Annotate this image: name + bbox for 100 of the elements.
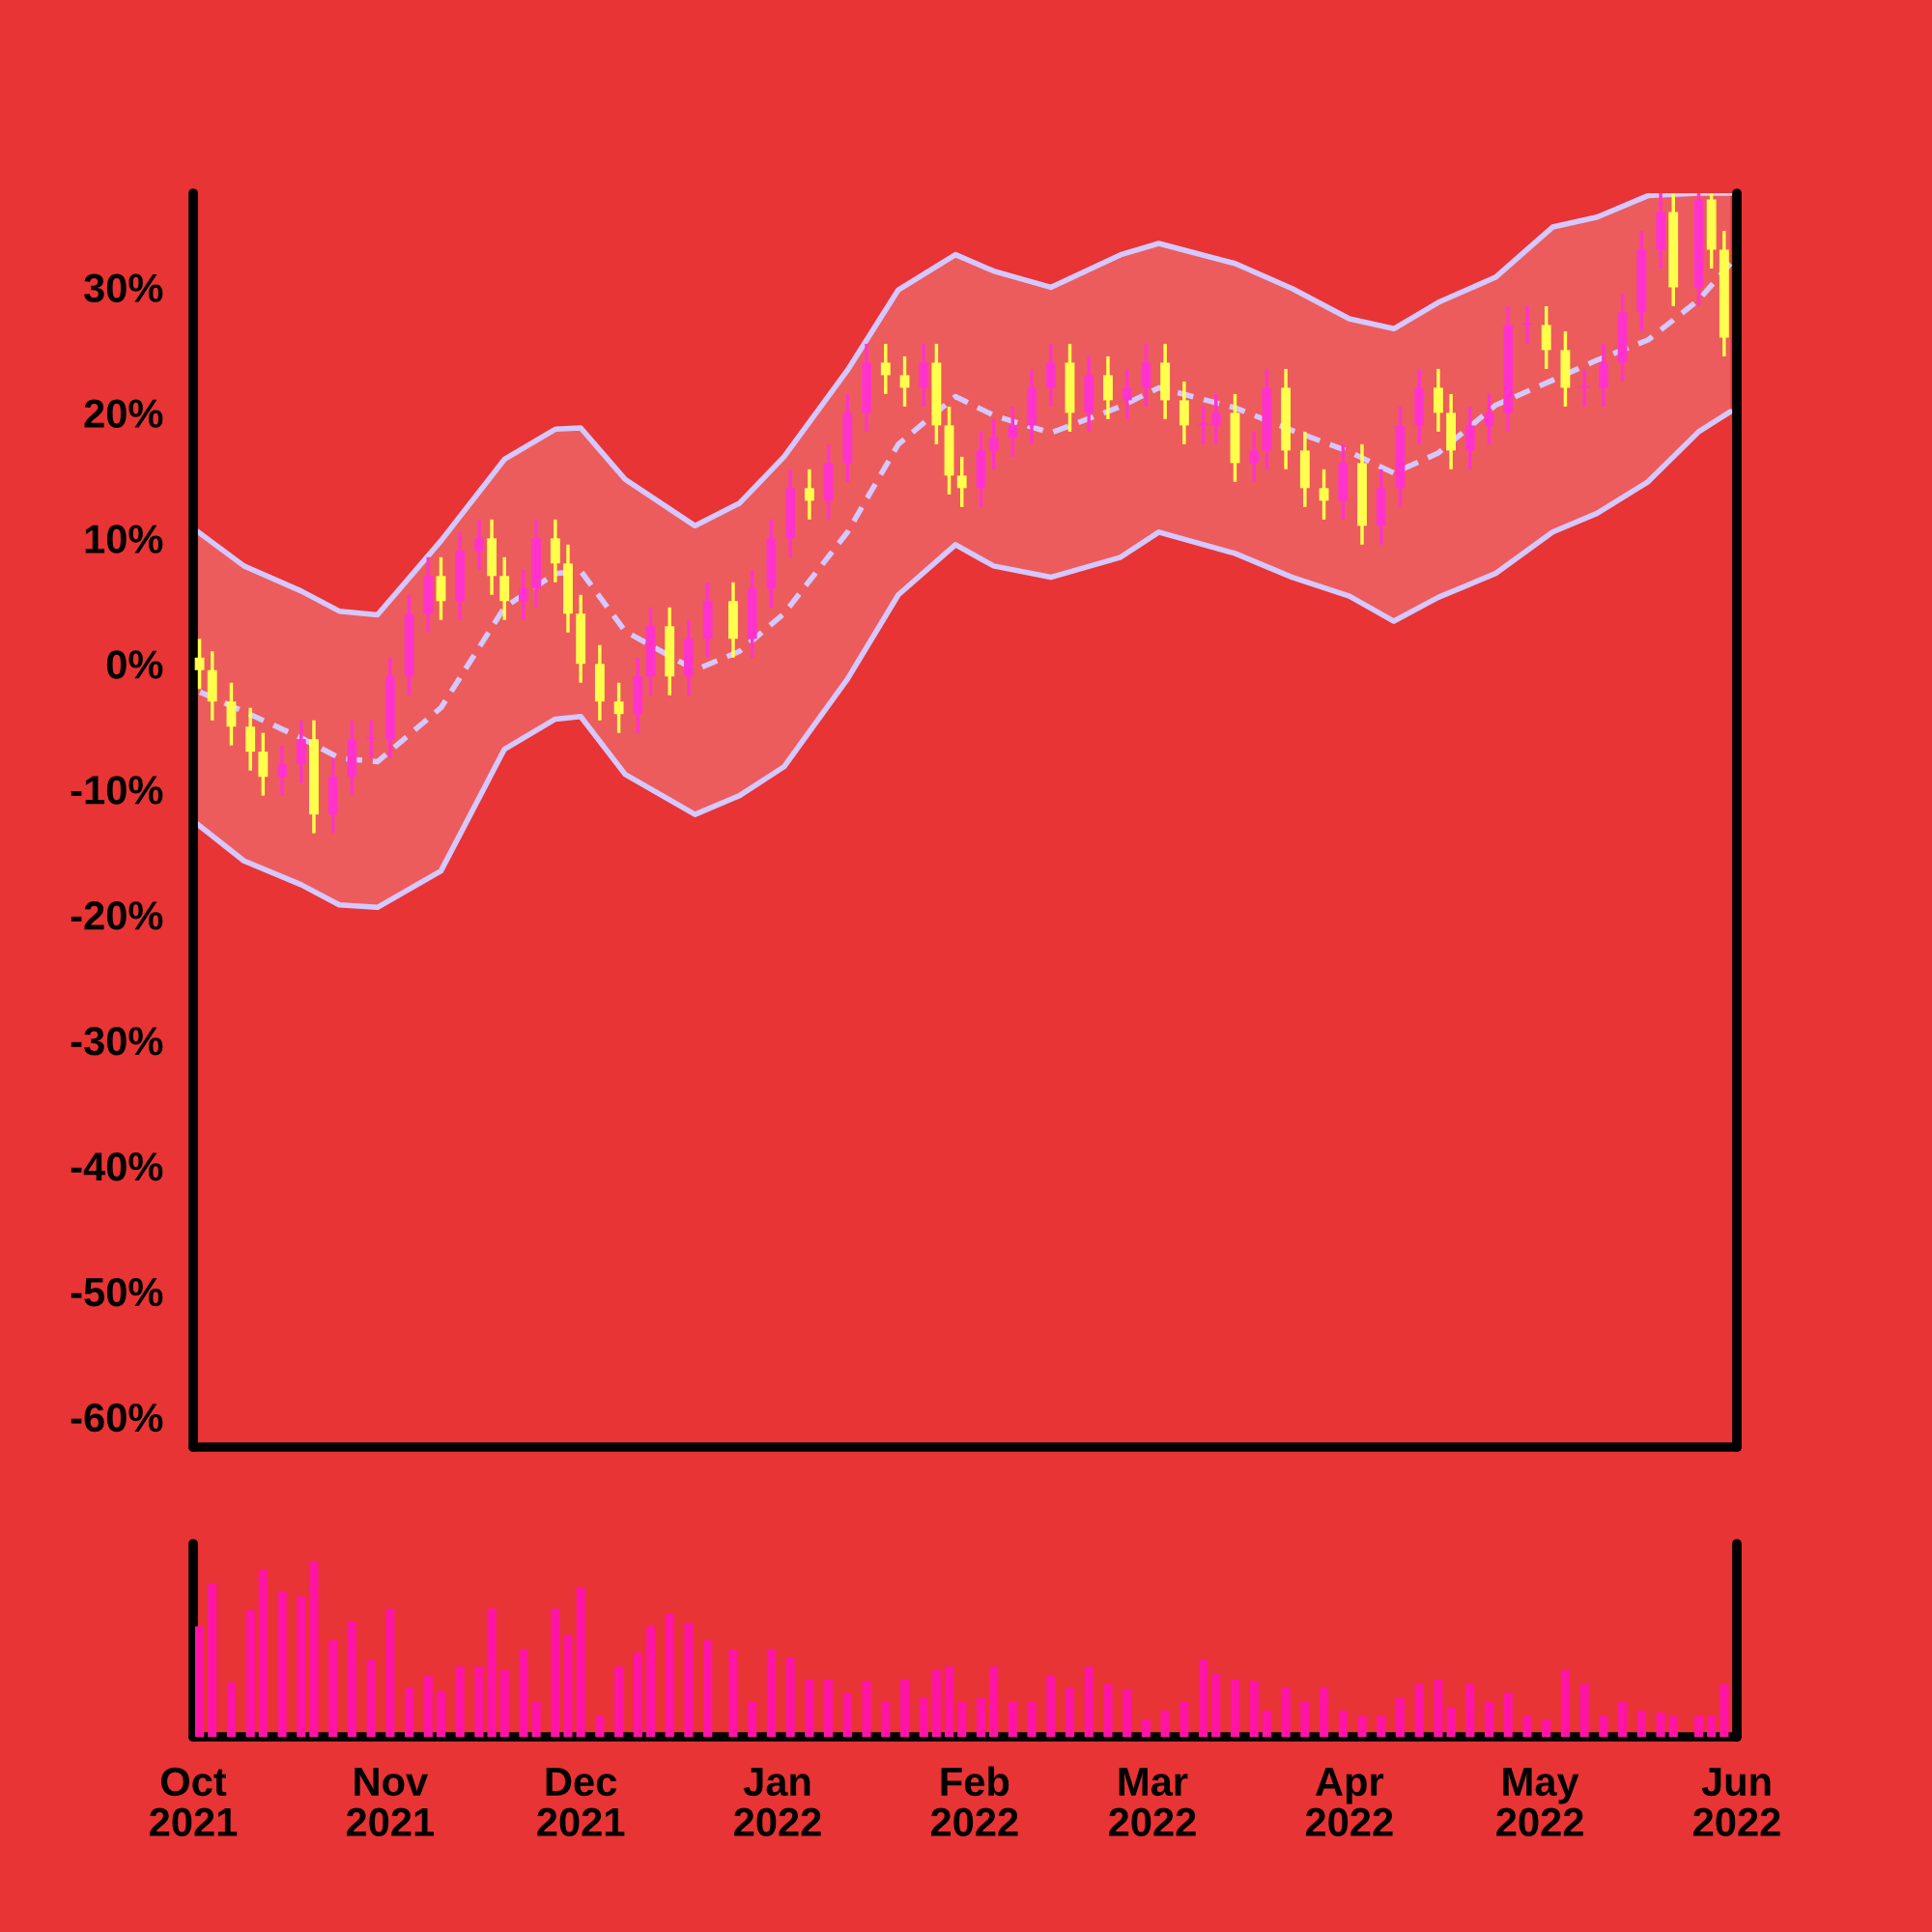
bar xyxy=(1707,1716,1717,1737)
y-tick-label: 10% xyxy=(85,525,163,554)
bar xyxy=(1027,1701,1037,1737)
candlestick xyxy=(988,417,999,469)
bar xyxy=(1103,1684,1113,1737)
bar xyxy=(551,1608,560,1737)
bar xyxy=(1357,1716,1367,1737)
bar xyxy=(1300,1701,1310,1737)
candlestick xyxy=(899,355,910,407)
bar xyxy=(785,1658,795,1737)
bar xyxy=(1599,1716,1608,1737)
bar xyxy=(1160,1710,1170,1737)
bar xyxy=(245,1610,255,1737)
candlestick xyxy=(473,519,484,570)
candlestick xyxy=(194,639,205,690)
bar xyxy=(748,1701,757,1737)
bar xyxy=(1446,1707,1456,1737)
bar xyxy=(862,1680,871,1737)
candlestick xyxy=(1484,392,1494,444)
candlestick xyxy=(1198,405,1208,444)
bar xyxy=(455,1666,465,1737)
candlestick xyxy=(366,720,377,758)
bar xyxy=(899,1679,910,1737)
bar xyxy=(328,1640,338,1737)
bar xyxy=(1046,1675,1056,1737)
bar xyxy=(1262,1710,1271,1737)
bar xyxy=(1414,1684,1424,1737)
bar xyxy=(1319,1688,1329,1737)
candlestick xyxy=(1249,430,1260,482)
candlestick xyxy=(880,342,891,394)
y-tick-label: -50% xyxy=(71,1277,163,1307)
y-tick-label: -20% xyxy=(71,901,163,930)
bar xyxy=(404,1688,414,1737)
bar xyxy=(1656,1712,1665,1737)
candlestick xyxy=(1008,405,1018,457)
bar xyxy=(487,1608,497,1737)
x-tick-label: Jun 2022 xyxy=(1693,1768,1780,1837)
bar xyxy=(665,1613,674,1737)
y-tick-label: 0% xyxy=(106,650,163,679)
bar xyxy=(563,1634,573,1737)
x-tick-label: Jan 2022 xyxy=(734,1768,821,1837)
y-tick-label: 30% xyxy=(84,273,163,303)
bar xyxy=(1560,1669,1571,1737)
y-tick-label: -30% xyxy=(71,1027,163,1056)
bar xyxy=(366,1660,376,1737)
bar xyxy=(728,1649,738,1737)
bar xyxy=(1230,1679,1240,1737)
bar xyxy=(1579,1684,1589,1737)
x-tick-label: May 2022 xyxy=(1496,1768,1583,1837)
bar xyxy=(1211,1673,1221,1737)
bar xyxy=(614,1666,624,1737)
bar xyxy=(1618,1701,1628,1737)
bar xyxy=(944,1666,954,1737)
candlestick xyxy=(1210,392,1221,444)
x-tick-label: Oct 2021 xyxy=(150,1767,238,1837)
x-tick-label: Nov 2021 xyxy=(346,1768,435,1837)
bar xyxy=(277,1591,287,1737)
candlestick xyxy=(1522,304,1532,344)
bar xyxy=(576,1587,585,1737)
bar xyxy=(703,1640,713,1737)
bar xyxy=(1199,1660,1208,1737)
bar xyxy=(385,1608,395,1737)
bar xyxy=(297,1596,306,1737)
bar xyxy=(1008,1701,1017,1737)
bar xyxy=(1522,1716,1532,1737)
bar xyxy=(309,1561,319,1737)
bar xyxy=(1084,1666,1094,1737)
candlestick xyxy=(277,745,287,796)
bar xyxy=(499,1669,509,1737)
bar xyxy=(1484,1701,1494,1737)
bar xyxy=(1636,1710,1646,1737)
bar xyxy=(258,1570,268,1737)
bar xyxy=(1542,1719,1551,1737)
bar xyxy=(423,1675,433,1737)
bar xyxy=(347,1621,357,1737)
candlestick xyxy=(804,469,814,520)
x-tick-label: Feb 2022 xyxy=(930,1766,1018,1837)
candlestick xyxy=(1319,469,1329,520)
bar xyxy=(976,1698,986,1737)
bar xyxy=(1179,1701,1189,1737)
bar xyxy=(1693,1716,1704,1737)
bar xyxy=(1141,1719,1151,1737)
bar xyxy=(474,1666,484,1737)
bar xyxy=(436,1690,446,1737)
bar xyxy=(766,1649,777,1737)
bar xyxy=(881,1701,891,1737)
bar xyxy=(1281,1688,1291,1737)
bar xyxy=(519,1649,528,1737)
bar xyxy=(1065,1688,1075,1737)
y-tick-label: -10% xyxy=(71,776,163,805)
candlestick xyxy=(1122,367,1132,419)
bar xyxy=(1249,1680,1259,1737)
bar xyxy=(1434,1679,1443,1737)
bar xyxy=(805,1679,814,1737)
bar xyxy=(684,1622,694,1737)
candlestick xyxy=(956,456,967,507)
bar xyxy=(208,1583,217,1737)
y-tick-label: 20% xyxy=(84,399,163,428)
bar xyxy=(645,1626,656,1737)
bar xyxy=(531,1701,541,1737)
